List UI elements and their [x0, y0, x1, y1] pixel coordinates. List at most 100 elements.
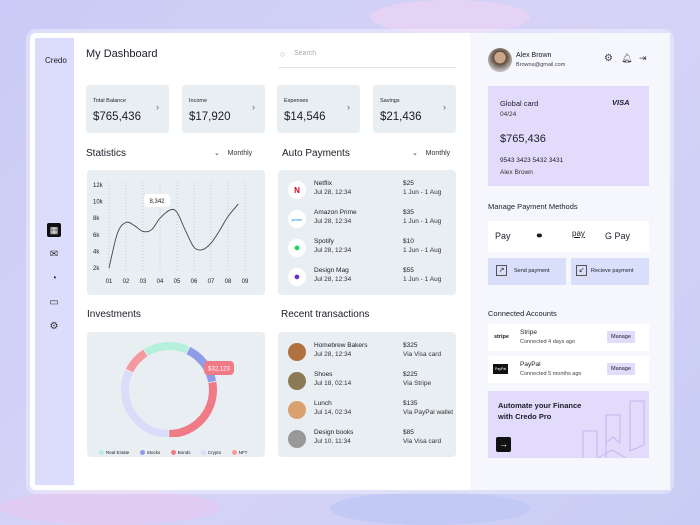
- chevron-right-icon: ›: [156, 102, 159, 112]
- avatar[interactable]: [488, 48, 512, 72]
- stat-card-savings[interactable]: Savings $21,436 ›: [373, 85, 456, 133]
- settings-icon[interactable]: ⚙: [49, 320, 59, 332]
- item-name: Amazon Prime: [314, 209, 357, 216]
- line-chart-svg: 01 02 03 04 05 06 07 08 09 2k 4k 6k 8k 10k 12k 8,342: [93, 182, 249, 285]
- background-blob: [370, 0, 530, 34]
- transaction-image: [288, 430, 306, 448]
- right-panel: Alex Brown Browna@gmail.com ⚙ 🔔︎ ⇥ Globa…: [470, 33, 670, 490]
- item-name: Design Mag: [314, 267, 349, 274]
- logout-icon[interactable]: ⇥: [639, 53, 647, 63]
- table-row[interactable]: Lunch Jul 14, 02:34 $135 Via PayPal wallet: [288, 400, 453, 422]
- item-date: Jul 28, 12:34: [314, 189, 352, 196]
- item-period: 1 Jun - 1 Aug: [403, 189, 442, 196]
- amazon-pay-icon[interactable]: pay: [572, 229, 585, 238]
- item-amount: $225: [403, 371, 418, 378]
- data-line: [108, 203, 239, 269]
- donut-chart-svg: $32,123: [121, 342, 234, 438]
- statistics-title: Statistics: [86, 148, 127, 159]
- account-status: Connected 4 days ago: [520, 339, 576, 345]
- spotify-icon: ●: [288, 239, 306, 257]
- item-method: Via Visa card: [403, 351, 442, 358]
- mail-icon[interactable]: ✉: [49, 248, 59, 260]
- table-row[interactable]: Homebrew Bakers Jul 28, 12:34 $325 Via Visa…: [288, 342, 448, 364]
- x-tick-label: 03: [140, 279, 147, 285]
- item-date: Jul 28, 12:34: [314, 351, 352, 358]
- list-item[interactable]: ● Design Mag Jul 28, 12:34 $55 1 Jun - 1 Aug: [288, 267, 448, 289]
- item-method: Via PayPal wallet: [403, 409, 454, 416]
- legend-item: Bonds: [170, 450, 190, 455]
- item-date: Jul 28, 12:34: [314, 247, 352, 254]
- card-holder: Alex Brown: [500, 169, 533, 176]
- search-placeholder: Search: [294, 50, 317, 57]
- y-tick-label: 2k: [93, 266, 100, 272]
- item-date: Jul 28, 12:34: [314, 276, 352, 283]
- search-icon: ○: [280, 49, 286, 59]
- legend-item: NFT: [231, 450, 247, 455]
- account-status: Connected 5 months ago: [520, 371, 582, 377]
- y-tick-label: 4k: [93, 249, 100, 255]
- manage-button[interactable]: Manage: [607, 363, 635, 375]
- google-pay-icon[interactable]: G Pay: [605, 231, 631, 241]
- item-amount: $25: [403, 180, 414, 187]
- list-item[interactable]: ● Spotify Jul 28, 12:34 $10 1 Jun - 1 Aug: [288, 238, 448, 260]
- pie-chart-icon[interactable]: ◔: [50, 272, 58, 284]
- mastercard-icon[interactable]: ●●: [536, 230, 543, 240]
- visa-logo: VISA: [612, 98, 630, 107]
- arrow-down-left-icon: ↙: [576, 265, 587, 276]
- stat-card-total-balance[interactable]: Total Balance $765,436 ›: [86, 85, 169, 133]
- netflix-icon: N: [288, 181, 306, 199]
- receive-payment-button[interactable]: ↙ Recieve payment: [571, 258, 649, 285]
- chevron-down-icon: ⌄: [412, 150, 418, 157]
- user-email: Browna@gmail.com: [516, 62, 566, 68]
- tooltip-box: [204, 361, 234, 375]
- connected-account-paypal: PayPal PayPal Connected 5 months ago Man…: [488, 356, 649, 383]
- table-row[interactable]: Shoes Jul 18, 02:14 $225 Via Stripe: [288, 371, 448, 393]
- table-row[interactable]: Design books Jul 10, 11:34 $85 Via Visa car…: [288, 429, 448, 451]
- background-blob: [0, 490, 220, 525]
- x-tick-label: 08: [225, 279, 232, 285]
- button-label: Send payment: [514, 268, 550, 274]
- recent-transactions-title: Recent transactions: [281, 309, 370, 320]
- prime-icon: prime: [288, 210, 306, 228]
- paypal-logo: PayPal: [493, 364, 509, 374]
- manage-button[interactable]: Manage: [607, 331, 635, 343]
- item-name: Homebrew Bakers: [314, 342, 368, 349]
- search-input[interactable]: ○ Search: [278, 47, 456, 68]
- stat-card-expenses[interactable]: Expenses $14,546 ›: [277, 85, 360, 133]
- transaction-image: [288, 401, 306, 419]
- user-name: Alex Brown: [516, 52, 552, 59]
- y-tick-label: 10k: [93, 200, 104, 206]
- stat-card-income[interactable]: Income $17,920 ›: [182, 85, 265, 133]
- list-item[interactable]: N Netflix Jul 28, 12:34 $25 1 Jun - 1 Aug: [288, 180, 448, 202]
- chevron-right-icon: ›: [443, 102, 446, 112]
- y-tick-label: 6k: [93, 233, 100, 239]
- item-period: 1 Jun - 1 Aug: [403, 218, 442, 225]
- brand-logo[interactable]: Credo: [45, 56, 67, 65]
- statistics-period-dropdown[interactable]: ⌄ Monthly: [214, 149, 252, 157]
- payment-methods-title: Manage Payment Methods: [488, 202, 578, 211]
- sidebar: Credo ▦ ✉ ◔ ▭ ⚙: [35, 38, 74, 485]
- calendar-icon[interactable]: ▭: [49, 296, 59, 308]
- list-item[interactable]: prime Amazon Prime Jul 28, 12:34 $35 1 Jun -…: [288, 209, 448, 231]
- stat-label: Total Balance: [93, 98, 127, 104]
- card-number: 9543 3423 5432 3431: [500, 157, 564, 164]
- stat-value: $14,546: [284, 111, 326, 123]
- bell-icon[interactable]: 🔔︎: [621, 53, 633, 63]
- item-amount: $10: [403, 238, 414, 245]
- auto-payments-period-dropdown[interactable]: ⌄ Monthly: [412, 149, 450, 157]
- settings-icon[interactable]: ⚙: [604, 53, 613, 64]
- item-period: 1 Jun - 1 Aug: [403, 247, 442, 254]
- send-payment-button[interactable]: ↗ Send payment: [488, 258, 566, 285]
- item-name: Design books: [314, 429, 354, 436]
- connected-accounts-title: Connected Accounts: [488, 309, 557, 318]
- global-card[interactable]: Global card VISA 04/24 $765,436 9543 342…: [488, 86, 649, 186]
- tooltip-label: $32,123: [208, 367, 230, 373]
- apple-pay-icon[interactable]: Pay: [495, 231, 511, 241]
- grid-icon[interactable]: ▦: [47, 223, 61, 237]
- item-amount: $135: [403, 400, 418, 407]
- stat-value: $21,436: [380, 111, 422, 123]
- period-label: Monthly: [227, 150, 253, 157]
- arrow-right-button[interactable]: →: [496, 437, 511, 452]
- donut-segment-bonds: [169, 381, 217, 438]
- x-tick-label: 05: [174, 279, 181, 285]
